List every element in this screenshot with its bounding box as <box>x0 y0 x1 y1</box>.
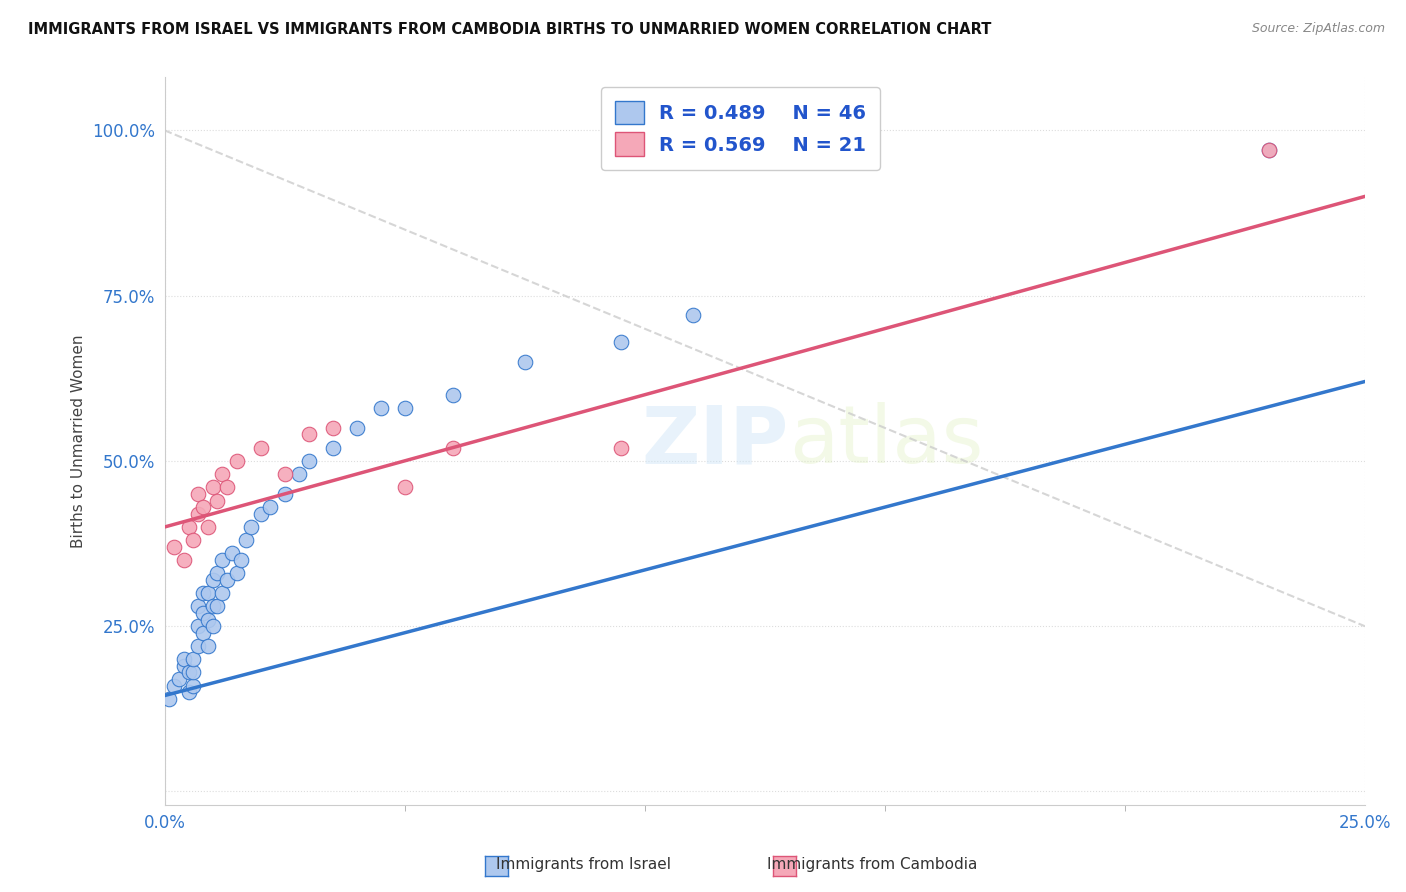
Point <box>211 586 233 600</box>
Point <box>273 467 295 482</box>
Point <box>235 533 257 548</box>
Point <box>682 309 704 323</box>
Text: Source: ZipAtlas.com: Source: ZipAtlas.com <box>1251 22 1385 36</box>
Point <box>225 566 247 581</box>
Point <box>441 388 464 402</box>
Point <box>297 427 319 442</box>
Point <box>297 454 319 468</box>
Point <box>177 520 200 534</box>
Point <box>225 454 247 468</box>
Point <box>191 625 214 640</box>
Point <box>441 441 464 455</box>
Point <box>181 652 204 666</box>
Point <box>167 672 190 686</box>
Point <box>191 586 214 600</box>
Point <box>211 467 233 482</box>
Point <box>197 586 219 600</box>
Y-axis label: Births to Unmarried Women: Births to Unmarried Women <box>72 334 86 548</box>
Point <box>249 507 271 521</box>
Text: Immigrants from Israel: Immigrants from Israel <box>496 857 671 872</box>
Point <box>207 566 229 581</box>
Point <box>207 493 229 508</box>
Point <box>322 441 344 455</box>
Text: Immigrants from Cambodia: Immigrants from Cambodia <box>766 857 977 872</box>
Point <box>609 441 631 455</box>
Point <box>215 573 238 587</box>
Point <box>187 507 209 521</box>
Legend: R = 0.489    N = 46, R = 0.569    N = 21: R = 0.489 N = 46, R = 0.569 N = 21 <box>602 87 880 169</box>
Point <box>163 540 186 554</box>
Point <box>197 520 219 534</box>
Point <box>187 599 209 614</box>
Text: atlas: atlas <box>789 402 983 480</box>
Point <box>207 599 229 614</box>
Point <box>239 520 262 534</box>
Point <box>181 679 204 693</box>
Point <box>163 679 186 693</box>
Text: ZIP: ZIP <box>641 402 789 480</box>
Point <box>1257 143 1279 157</box>
Point <box>346 421 368 435</box>
Point <box>187 487 209 501</box>
Point <box>181 665 204 680</box>
Point <box>370 401 392 415</box>
Point <box>191 606 214 620</box>
Point <box>609 334 631 349</box>
Point <box>1257 143 1279 157</box>
Text: IMMIGRANTS FROM ISRAEL VS IMMIGRANTS FROM CAMBODIA BIRTHS TO UNMARRIED WOMEN COR: IMMIGRANTS FROM ISRAEL VS IMMIGRANTS FRO… <box>28 22 991 37</box>
Point <box>201 480 224 494</box>
Point <box>197 639 219 653</box>
Point <box>191 500 214 515</box>
Point <box>181 533 204 548</box>
Point <box>173 553 195 567</box>
Point <box>322 421 344 435</box>
Point <box>187 619 209 633</box>
Point <box>201 619 224 633</box>
Point <box>173 652 195 666</box>
Point <box>187 639 209 653</box>
Point <box>157 692 180 706</box>
Point <box>259 500 281 515</box>
Point <box>221 546 243 560</box>
Point <box>231 553 253 567</box>
Point <box>513 355 536 369</box>
Point <box>215 480 238 494</box>
Point <box>201 599 224 614</box>
Point <box>394 401 416 415</box>
Point <box>177 685 200 699</box>
Point <box>177 665 200 680</box>
Point <box>249 441 271 455</box>
Point <box>197 613 219 627</box>
Point <box>201 573 224 587</box>
Point <box>211 553 233 567</box>
Point <box>394 480 416 494</box>
Point <box>273 487 295 501</box>
Point <box>288 467 311 482</box>
Point <box>173 658 195 673</box>
